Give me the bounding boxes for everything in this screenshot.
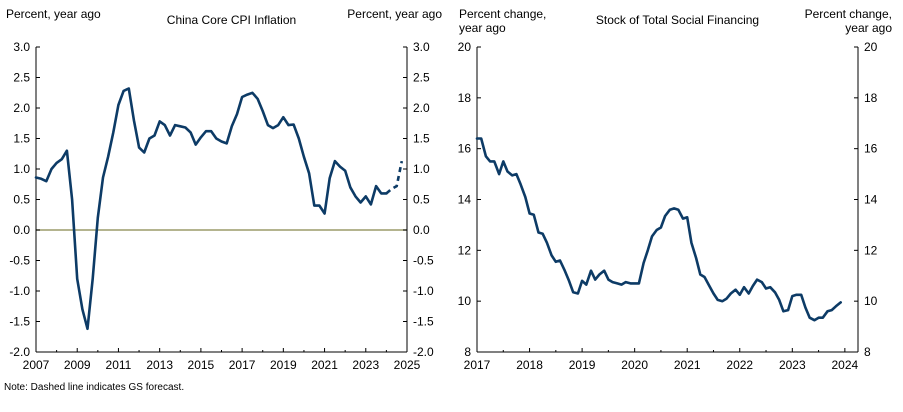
cpi-x-tick-label: 2023 xyxy=(352,358,379,372)
tsf-left-unit-label: Percent change, year ago xyxy=(459,7,546,35)
cpi-right-tick-label: -2.0 xyxy=(413,345,434,359)
cpi-x-tick-label: 2021 xyxy=(311,358,338,372)
tsf-right-tick-label: 12 xyxy=(864,243,878,257)
cpi-x-tick-label: 2025 xyxy=(394,358,421,372)
cpi-right-tick-label: 3.0 xyxy=(413,40,430,54)
cpi-left-tick-label: 2.0 xyxy=(13,101,30,115)
cpi-x-tick-label: 2007 xyxy=(23,358,50,372)
tsf-series-line xyxy=(475,137,842,322)
cpi-right-tick-label: 1.0 xyxy=(413,162,430,176)
tsf-right-tick-label: 14 xyxy=(864,193,878,207)
tsf-x-tick-label: 2022 xyxy=(726,358,753,372)
cpi-left-tick-label: 3.0 xyxy=(13,40,30,54)
cpi-left-unit-label: Percent, year ago xyxy=(6,7,101,21)
cpi-right-unit-label: Percent, year ago xyxy=(347,7,442,21)
cpi-series-line xyxy=(34,87,388,331)
cpi-left-tick-label: -1.0 xyxy=(9,284,30,298)
cpi-x-tick-label: 2017 xyxy=(229,358,256,372)
tsf-right-tick-label: 20 xyxy=(864,40,878,54)
cpi-x-tick-label: 2019 xyxy=(270,358,297,372)
cpi-x-tick-label: 2009 xyxy=(64,358,91,372)
tsf-left-tick-label: 14 xyxy=(458,193,472,207)
cpi-left-tick-label: -1.5 xyxy=(9,315,30,329)
cpi-left-tick-label: -2.0 xyxy=(9,345,30,359)
tsf-right-tick-label: 10 xyxy=(864,294,878,308)
cpi-x-tick-label: 2015 xyxy=(188,358,215,372)
tsf-left-tick-label: 18 xyxy=(458,91,472,105)
cpi-right-tick-label: 0.0 xyxy=(413,223,430,237)
cpi-left-tick-label: 0.0 xyxy=(13,223,30,237)
tsf-left-tick-label: 8 xyxy=(464,345,471,359)
tsf-x-tick-label: 2024 xyxy=(832,358,859,372)
tsf-x-tick-label: 2018 xyxy=(516,358,543,372)
cpi-left-tick-label: 2.5 xyxy=(13,71,30,85)
cpi-left-tick-label: 1.5 xyxy=(13,132,30,146)
tsf-x-tick-label: 2021 xyxy=(674,358,701,372)
tsf-x-tick-label: 2020 xyxy=(621,358,648,372)
tsf-x-tick-label: 2017 xyxy=(464,358,491,372)
cpi-left-tick-label: 1.0 xyxy=(13,162,30,176)
cpi-left-tick-label: 0.5 xyxy=(13,193,30,207)
tsf-right-unit-label: Percent change, year ago xyxy=(805,7,893,35)
tsf-right-tick-label: 8 xyxy=(864,345,871,359)
cpi-right-tick-label: 1.5 xyxy=(413,132,430,146)
forecast-note: Note: Dashed line indicates GS forecast. xyxy=(4,382,185,393)
tsf-title: Stock of Total Social Financing xyxy=(596,13,759,27)
tsf-left-tick-label: 16 xyxy=(458,142,472,156)
cpi-right-tick-label: -0.5 xyxy=(413,254,434,268)
cpi-right-tick-label: -1.5 xyxy=(413,315,434,329)
tsf-right-tick-label: 16 xyxy=(864,142,878,156)
tsf-right-tick-label: 18 xyxy=(864,91,878,105)
cpi-left-tick-label: -0.5 xyxy=(9,254,30,268)
cpi-right-tick-label: 0.5 xyxy=(413,193,430,207)
tsf-left-tick-label: 20 xyxy=(458,40,472,54)
cpi-right-tick-label: -1.0 xyxy=(413,284,434,298)
tsf-left-tick-label: 10 xyxy=(458,294,472,308)
cpi-right-tick-label: 2.5 xyxy=(413,71,430,85)
cpi-series-forecast-line xyxy=(385,160,404,195)
tsf-x-tick-label: 2019 xyxy=(569,358,596,372)
cpi-x-tick-label: 2011 xyxy=(106,358,132,372)
tsf-left-tick-label: 12 xyxy=(458,243,472,257)
cpi-right-tick-label: 2.0 xyxy=(413,101,430,115)
cpi-x-tick-label: 2013 xyxy=(146,358,173,372)
tsf-x-tick-label: 2023 xyxy=(779,358,806,372)
cpi-title: China Core CPI Inflation xyxy=(167,13,296,27)
